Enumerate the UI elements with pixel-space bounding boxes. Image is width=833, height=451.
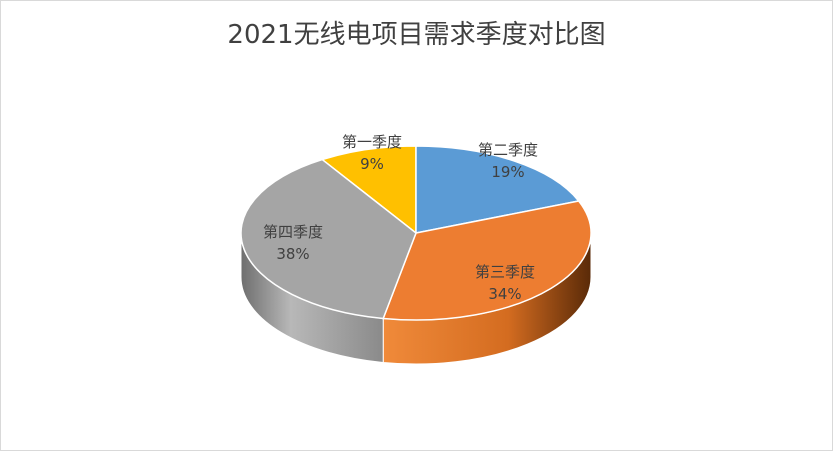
slice-percent-3: 34% bbox=[488, 285, 521, 303]
slice-label-2: 第二季度 bbox=[478, 141, 538, 159]
slice-4 bbox=[240, 158, 417, 320]
chart-title: 2021无线电项目需求季度对比图 bbox=[227, 20, 606, 50]
slice-label-1: 第一季度 bbox=[342, 133, 402, 151]
slice-label-3: 第三季度 bbox=[475, 263, 535, 281]
slice-2 bbox=[415, 145, 581, 234]
slice-percent-1: 9% bbox=[360, 155, 384, 173]
slice-percent-4: 38% bbox=[276, 245, 309, 263]
slice-percent-2: 19% bbox=[491, 163, 524, 181]
slice-label-4: 第四季度 bbox=[263, 223, 323, 241]
slice-1 bbox=[320, 145, 417, 235]
slice-3 bbox=[382, 200, 592, 321]
